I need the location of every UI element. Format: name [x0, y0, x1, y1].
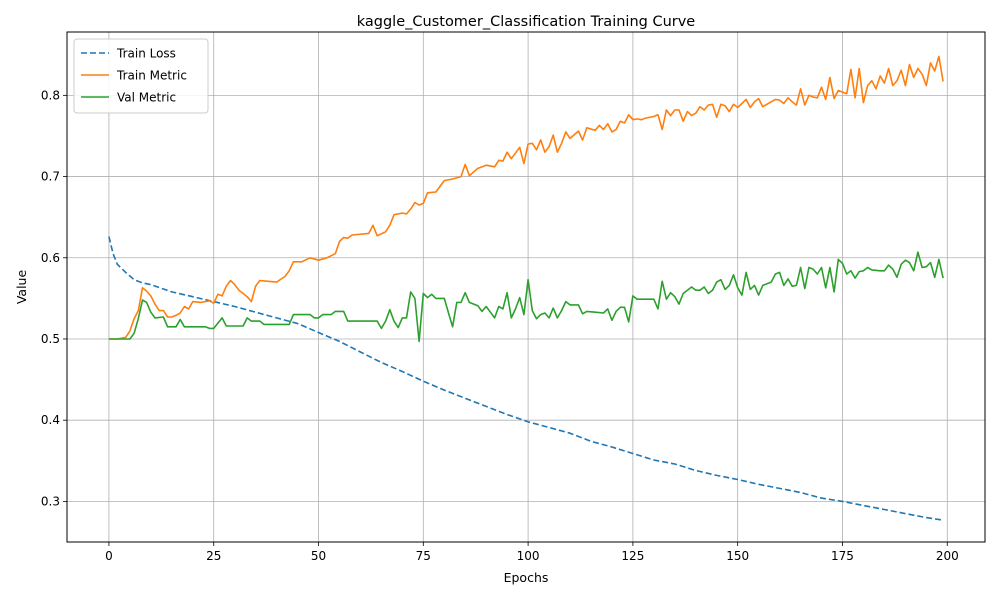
x-tick-label: 200: [936, 549, 959, 563]
x-tick-label: 175: [831, 549, 854, 563]
axis-ticks: 0 25 50 75 100 125 150 175 200 0.3 0.4 0.5 0.6 0.7 0.8: [41, 88, 959, 563]
y-tick-label: 0.3: [41, 494, 60, 508]
train-metric-line: [108, 55, 944, 340]
chart-title: kaggle_Customer_Classification Training …: [357, 14, 696, 30]
x-tick-label: 75: [416, 549, 431, 563]
legend: Train Loss Train Metric Val Metric: [73, 38, 209, 114]
legend-label-val-metric: Val Metric: [117, 91, 176, 105]
legend-label-train-metric: Train Metric: [116, 69, 187, 83]
x-tick-label: 25: [206, 549, 221, 563]
series-lines: [108, 55, 944, 521]
legend-box: [73, 38, 209, 114]
y-tick-label: 0.5: [41, 332, 60, 346]
val-metric-line: [108, 251, 944, 343]
y-tick-label: 0.6: [41, 251, 60, 265]
grid: [67, 32, 985, 542]
x-tick-label: 125: [621, 549, 644, 563]
y-tick-label: 0.8: [41, 88, 60, 102]
x-tick-label: 150: [726, 549, 749, 563]
train-loss-line: [108, 236, 944, 521]
y-axis-label: Value: [14, 270, 29, 305]
x-tick-label: 100: [517, 549, 540, 563]
y-tick-label: 0.7: [41, 170, 60, 184]
x-tick-label: 50: [311, 549, 326, 563]
plot-frame: [66, 31, 986, 543]
x-tick-label: 0: [105, 549, 113, 563]
y-tick-label: 0.4: [41, 413, 60, 427]
x-axis-label: Epochs: [504, 570, 549, 585]
legend-label-train-loss: Train Loss: [116, 47, 176, 61]
